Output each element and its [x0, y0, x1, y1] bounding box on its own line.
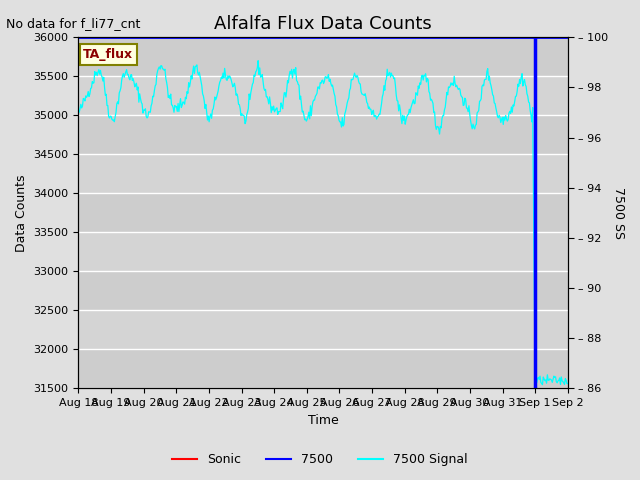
Bar: [79, 349, 568, 388]
Bar: [79, 37, 568, 76]
Legend: Sonic, 7500, 7500 Signal: Sonic, 7500, 7500 Signal: [167, 448, 473, 471]
Bar: [79, 271, 568, 311]
Title: Alfalfa Flux Data Counts: Alfalfa Flux Data Counts: [214, 15, 432, 33]
Text: No data for f_li77_cnt: No data for f_li77_cnt: [6, 17, 141, 30]
Bar: [79, 193, 568, 232]
Bar: [79, 115, 568, 155]
Y-axis label: Data Counts: Data Counts: [15, 174, 28, 252]
Y-axis label: 7500 SS: 7500 SS: [612, 187, 625, 239]
X-axis label: Time: Time: [308, 414, 339, 427]
Text: TA_flux: TA_flux: [83, 48, 133, 61]
